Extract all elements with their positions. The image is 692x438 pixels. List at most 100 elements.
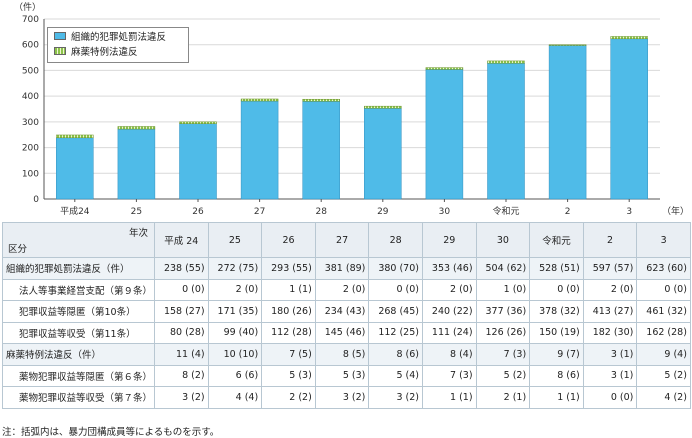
table-cell: 7 (3) [421, 364, 477, 387]
table-cell: 3 (1) [582, 343, 638, 366]
bar-drug [56, 134, 94, 139]
x-tick-label: 29 [377, 207, 389, 217]
x-tick-label: 2 [565, 207, 571, 217]
table-cell: 10 (10) [207, 343, 263, 366]
table-row: 組織的犯罪処罰法違反（件） 238 (55) 272 (75) 293 (55) 381… [2, 257, 691, 280]
table-cell: 80 (28) [154, 321, 209, 344]
table-cell: 238 (55) [154, 257, 209, 280]
legend-item-main: 組織的犯罪処罰法違反 [48, 28, 188, 43]
table-row: 犯罪収益等収受（第11条） 80 (28) 99 (40) 112 (28) 145 (… [2, 321, 691, 344]
table-cell: 5 (4) [368, 364, 423, 387]
table-header-row: 年次 区分 平成 24 25 26 27 28 29 30 令和元 2 3 [2, 222, 691, 258]
column-header: 27 [314, 222, 370, 258]
table-cell: 504 (62) [475, 257, 531, 280]
row-label: 組織的犯罪処罰法違反（件） [2, 257, 155, 280]
table-row: 薬物犯罪収益等隠匿（第６条） 8 (2) 6 (6) 5 (3) 5 (3) 5 (4) 7… [2, 364, 691, 387]
table-cell: 3 (2) [368, 386, 423, 409]
y-tick-label: 400 [22, 92, 39, 102]
bar-drug [610, 36, 648, 40]
x-tick-label: 3 [626, 207, 632, 217]
row-label: 犯罪収益等収受（第11条） [2, 321, 155, 344]
x-tick-label: 26 [192, 207, 204, 217]
table-cell: 378 (32) [529, 300, 584, 323]
bar-main [548, 45, 587, 200]
table-cell: 112 (28) [261, 321, 316, 344]
bar-main [179, 123, 217, 200]
bar-drug [302, 98, 340, 102]
table-cell: 413 (27) [582, 300, 638, 323]
table-cell: 0 (0) [529, 278, 584, 301]
table-cell: 4 (2) [636, 386, 691, 409]
table-cell: 7 (5) [261, 343, 316, 366]
table-cell: 5 (2) [475, 364, 531, 387]
table-cell: 2 (2) [261, 386, 316, 409]
legend-label-main: 組織的犯罪処罰法違反 [71, 31, 167, 43]
table-cell: 99 (40) [207, 321, 263, 344]
table-cell: 8 (4) [421, 343, 477, 366]
header-kubun-label: 区分 [8, 244, 28, 255]
y-tick-label: 500 [22, 66, 39, 76]
row-label: 薬物犯罪収益等収受（第７条） [2, 386, 155, 409]
table-cell: 597 (57) [582, 257, 638, 280]
table-row: 麻薬特例法違反（件） 11 (4) 10 (10) 7 (5) 8 (5) 8 (6) 8 … [2, 343, 691, 366]
y-tick-label: 200 [22, 144, 39, 154]
table-cell: 461 (32) [636, 300, 691, 323]
bar-drug [179, 121, 217, 124]
bar-main [56, 137, 94, 200]
column-header: 2 [582, 222, 638, 258]
table-cell: 180 (26) [261, 300, 316, 323]
table-row: 薬物犯罪収益等収受（第７条） 3 (2) 4 (4) 2 (2) 3 (2) 3 (2) 1… [2, 386, 691, 409]
x-tick-label: 27 [254, 207, 265, 217]
bar-main [425, 69, 464, 200]
column-header: 令和元 [529, 222, 584, 258]
table-cell: 158 (27) [154, 300, 209, 323]
table-cell: 11 (4) [154, 343, 209, 366]
y-tick-label: 700 [22, 15, 39, 25]
table-cell: 377 (36) [475, 300, 531, 323]
x-tick-label: 平成24 [60, 205, 90, 217]
column-header: 26 [261, 222, 316, 258]
table-cell: 5 (3) [314, 364, 370, 387]
table-cell: 162 (28) [636, 321, 691, 344]
table-cell: 145 (46) [314, 321, 370, 344]
table-cell: 8 (2) [154, 364, 209, 387]
table-corner-cell: 年次 区分 [2, 222, 155, 258]
table-cell: 5 (2) [636, 364, 691, 387]
table-cell: 150 (19) [529, 321, 584, 344]
table-cell: 0 (0) [368, 278, 423, 301]
table-cell: 182 (30) [582, 321, 638, 344]
table-cell: 112 (25) [368, 321, 423, 344]
table-cell: 3 (1) [582, 364, 638, 387]
header-year-label: 年次 [128, 228, 148, 239]
table-cell: 6 (6) [207, 364, 263, 387]
table-cell: 268 (45) [368, 300, 423, 323]
x-tick-label: 28 [315, 207, 327, 217]
table-cell: 353 (46) [421, 257, 477, 280]
table-cell: 623 (60) [636, 257, 691, 280]
column-header: 平成 24 [154, 222, 209, 258]
table-cell: 1 (1) [261, 278, 316, 301]
table-cell: 380 (70) [368, 257, 423, 280]
bar-drug [425, 67, 464, 70]
table-cell: 3 (2) [154, 386, 209, 409]
legend-item-drug: 麻薬特例法違反 [48, 43, 188, 58]
row-label: 犯罪収益等隠匿（第10条） [2, 300, 155, 323]
bar-drug [240, 98, 279, 102]
table-cell: 7 (3) [475, 343, 531, 366]
table-cell: 4 (4) [207, 386, 263, 409]
table-cell: 0 (0) [154, 278, 209, 301]
column-header: 29 [421, 222, 477, 258]
y-tick-label: 300 [22, 118, 39, 128]
table-row: 犯罪収益等隠匿（第10条） 158 (27) 171 (35) 180 (26) 234… [2, 300, 691, 323]
table-cell: 9 (4) [636, 343, 691, 366]
column-header: 28 [368, 222, 423, 258]
table-cell: 2 (0) [421, 278, 477, 301]
bar-chart: （件） （年） 0 100 200 300 400 500 600 700 平成24 25 26 27 28… [14, 1, 689, 217]
y-tick-label: 0 [33, 195, 39, 205]
table-cell: 528 (51) [529, 257, 584, 280]
bar-drug [117, 126, 156, 130]
table-cell: 272 (75) [207, 257, 263, 280]
row-label: 薬物犯罪収益等隠匿（第６条） [2, 364, 155, 387]
table-cell: 234 (43) [314, 300, 370, 323]
column-header: 30 [475, 222, 531, 258]
